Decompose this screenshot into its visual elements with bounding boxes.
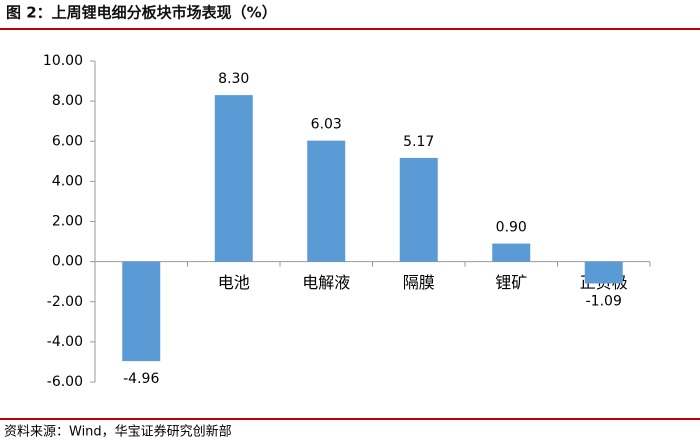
value-label: -1.09 <box>586 293 622 309</box>
value-label: 8.30 <box>218 71 249 87</box>
value-label: 5.17 <box>403 134 434 150</box>
value-label: 6.03 <box>311 117 342 133</box>
y-tick-label: 4.00 <box>52 173 83 189</box>
bar <box>584 261 623 284</box>
bar <box>492 243 531 262</box>
y-tick-label: 6.00 <box>52 133 83 149</box>
source: 资料来源：Wind，华宝证券研究创新部 <box>4 424 232 440</box>
value-label: -4.96 <box>123 371 159 387</box>
y-tick-label: -4.00 <box>47 334 83 350</box>
y-tick-label: -2.00 <box>47 294 83 310</box>
y-tick-label: 8.00 <box>52 93 83 109</box>
bar <box>122 261 161 362</box>
x-tick-label: 电解液 <box>302 273 350 292</box>
bar <box>307 140 346 262</box>
chart-title: 图 2：上周锂电细分板块市场表现（%） <box>6 4 277 22</box>
y-tick-label: 2.00 <box>52 214 83 230</box>
y-tick-label: 0.00 <box>52 254 83 270</box>
bar <box>399 157 438 262</box>
x-tick-label: 锂矿 <box>495 273 527 292</box>
x-tick-label: 隔膜 <box>403 273 435 292</box>
value-label: 0.90 <box>496 220 527 236</box>
y-tick-label: 10.00 <box>43 53 83 69</box>
bar <box>214 95 253 262</box>
x-tick-label: 电池 <box>218 273 250 292</box>
y-tick-label: -6.00 <box>47 374 83 390</box>
